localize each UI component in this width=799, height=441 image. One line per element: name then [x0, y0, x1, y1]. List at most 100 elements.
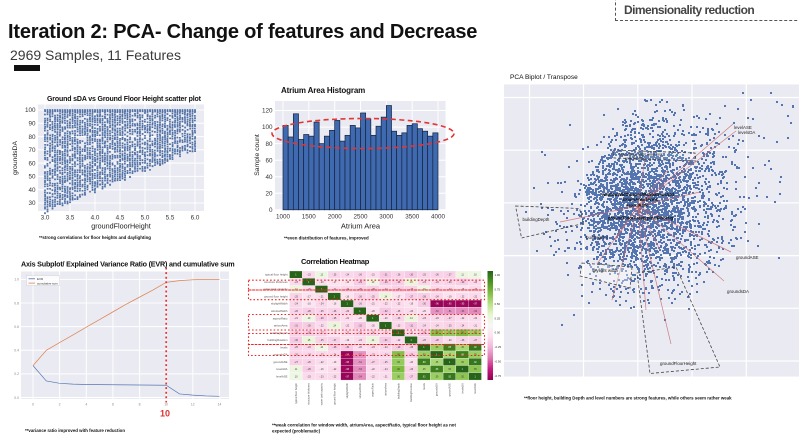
svg-text:.50: .50	[435, 347, 439, 349]
svg-text:-0.25: -0.25	[495, 345, 502, 349]
svg-text:-.25: -.25	[332, 275, 337, 277]
svg-text:expected (problematic): expected (problematic)	[272, 428, 321, 433]
svg-text:14: 14	[218, 403, 222, 407]
svg-text:-.27: -.27	[448, 275, 453, 277]
svg-text:.52: .52	[397, 362, 401, 364]
svg-text:levelsDA: levelsDA	[738, 130, 755, 135]
svg-text:5.5: 5.5	[166, 215, 175, 222]
svg-text:-.23: -.23	[320, 376, 325, 378]
svg-text:.14: .14	[371, 340, 375, 342]
svg-text:-.16: -.16	[320, 369, 325, 371]
svg-text:-.95: -.95	[345, 362, 350, 364]
svg-text:3000: 3000	[379, 214, 394, 221]
svg-text:EVR: EVR	[37, 277, 44, 281]
svg-text:-.24: -.24	[294, 304, 299, 306]
svg-text:-.17: -.17	[396, 296, 401, 298]
svg-text:groundsDA: groundsDA	[727, 289, 749, 294]
svg-text:-.28: -.28	[396, 282, 401, 284]
svg-text:-.19: -.19	[345, 340, 350, 342]
svg-text:-.31: -.31	[384, 275, 389, 277]
svg-text:-.16: -.16	[345, 282, 350, 284]
svg-text:-.25: -.25	[371, 296, 376, 298]
svg-text:-.16: -.16	[332, 304, 337, 306]
svg-text:-.22: -.22	[345, 333, 350, 335]
svg-text:-.31: -.31	[294, 325, 299, 327]
svg-text:-.26: -.26	[358, 275, 363, 277]
svg-text:8: 8	[139, 403, 141, 407]
svg-text:-.22: -.22	[332, 376, 337, 378]
svg-text:-.20: -.20	[371, 325, 376, 327]
svg-text:groundsDA: groundsDA	[12, 141, 19, 175]
svg-text:-.24: -.24	[460, 325, 465, 327]
svg-text:-.28: -.28	[307, 333, 312, 335]
svg-text:2: 2	[59, 403, 61, 407]
svg-text:Correlation Heatmap: Correlation Heatmap	[301, 257, 370, 266]
svg-text:-.26: -.26	[294, 355, 299, 357]
svg-text:-.27: -.27	[448, 318, 453, 320]
svg-text:0.75: 0.75	[495, 287, 501, 291]
svg-text:-.32: -.32	[384, 311, 389, 313]
svg-text:skylight width: skylight width	[592, 268, 619, 273]
svg-text:-.19: -.19	[332, 362, 337, 364]
svg-text:windowWidth: windowWidth	[358, 383, 362, 399]
svg-text:-0.50: -0.50	[495, 360, 502, 364]
svg-text:.55: .55	[473, 369, 477, 371]
svg-text:-.23: -.23	[435, 318, 440, 320]
svg-text:60: 60	[265, 157, 273, 164]
svg-text:-.20: -.20	[448, 340, 453, 342]
svg-text:-.97: -.97	[473, 304, 478, 306]
svg-text:buildingRotation: buildingRotation	[267, 338, 288, 342]
svg-text:levelsDA: levelsDA	[276, 367, 287, 371]
svg-text:-.51: -.51	[358, 362, 363, 364]
svg-text:1.00: 1.00	[495, 273, 501, 277]
svg-text:-.30: -.30	[409, 275, 414, 277]
svg-text:-.25: -.25	[384, 362, 389, 364]
svg-text:.88: .88	[448, 347, 452, 349]
svg-text:-.27: -.27	[294, 362, 299, 364]
svg-text:.10: .10	[371, 282, 375, 284]
svg-text:.12: .12	[320, 275, 324, 277]
svg-text:-.27: -.27	[332, 340, 337, 342]
svg-text:-.51: -.51	[448, 311, 453, 313]
svg-text:atriumArea levels: atriumArea levels	[622, 197, 658, 202]
svg-text:-.28: -.28	[422, 296, 427, 298]
svg-text:4.5: 4.5	[116, 215, 125, 222]
svg-text:10: 10	[164, 403, 168, 407]
svg-text:80: 80	[265, 141, 273, 148]
svg-text:70: 70	[28, 147, 36, 154]
svg-text:-.28: -.28	[409, 355, 414, 357]
svg-text:1.0: 1.0	[14, 278, 19, 282]
svg-text:-.26: -.26	[448, 282, 453, 284]
svg-text:-.21: -.21	[371, 275, 376, 277]
svg-text:**even distribution of feature: **even distribution of features, improve…	[284, 236, 369, 241]
svg-text:-.22: -.22	[473, 318, 478, 320]
svg-text:-.26: -.26	[307, 362, 312, 364]
svg-text:-.29: -.29	[396, 347, 401, 349]
svg-text:1: 1	[462, 369, 464, 371]
svg-text:-.21: -.21	[294, 318, 299, 320]
svg-text:12: 12	[191, 403, 195, 407]
svg-text:1: 1	[385, 325, 387, 327]
svg-text:-.28: -.28	[332, 347, 337, 349]
svg-text:1: 1	[410, 340, 412, 342]
svg-text:1: 1	[449, 362, 451, 364]
svg-text:**variance ratio improved with: **variance ratio improved with feature r…	[25, 428, 125, 433]
svg-text:-.17: -.17	[332, 333, 337, 335]
svg-text:-.16: -.16	[345, 296, 350, 298]
svg-text:.92: .92	[422, 376, 426, 378]
svg-text:1: 1	[436, 355, 438, 357]
svg-text:-.22: -.22	[396, 304, 401, 306]
svg-text:-.20: -.20	[320, 282, 325, 284]
svg-text:-.23: -.23	[294, 282, 299, 284]
svg-text:-.54: -.54	[473, 311, 478, 313]
svg-text:-.26: -.26	[345, 311, 350, 313]
svg-text:-.25: -.25	[396, 311, 401, 313]
svg-text:40: 40	[28, 187, 36, 194]
svg-text:groundFloorAreatypicalFloorHg: groundFloorAreatypicalFloorHg	[608, 216, 674, 221]
svg-text:1: 1	[334, 296, 336, 298]
svg-text:.14: .14	[409, 318, 413, 320]
svg-text:**weak correlation for window: **weak correlation for window width, atr…	[272, 422, 456, 427]
svg-text:-.22: -.22	[332, 369, 337, 371]
svg-text:2500: 2500	[353, 214, 368, 221]
svg-text:10: 10	[160, 409, 170, 419]
